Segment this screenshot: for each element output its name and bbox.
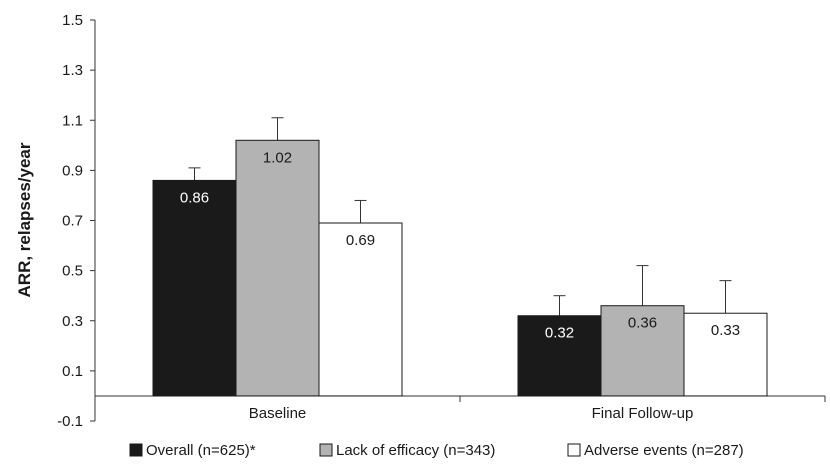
y-tick-label: -0.1 bbox=[57, 413, 83, 430]
data-label: 0.36 bbox=[628, 315, 657, 332]
y-tick-label: 0.1 bbox=[62, 363, 83, 380]
y-tick-label: 1.1 bbox=[62, 112, 83, 129]
x-axis: Baseline Final Follow-up bbox=[94, 395, 826, 422]
bar bbox=[600, 305, 685, 397]
legend-swatch bbox=[567, 443, 581, 457]
data-label: 1.02 bbox=[263, 149, 292, 166]
legend-label: Overall (n=625)* bbox=[146, 442, 256, 459]
legend-label: Lack of efficacy (n=343) bbox=[336, 442, 495, 459]
bar bbox=[683, 312, 768, 397]
legend-swatch bbox=[129, 443, 143, 457]
y-tick-label: 0.5 bbox=[62, 263, 83, 280]
category-label: Baseline bbox=[249, 405, 307, 422]
bar bbox=[517, 315, 602, 397]
category-label: Final Follow-up bbox=[592, 405, 694, 422]
data-label: 0.86 bbox=[180, 189, 209, 206]
y-tick-label: 0.9 bbox=[62, 162, 83, 179]
data-label: 0.33 bbox=[711, 322, 740, 339]
legend: Overall (n=625)* Lack of efficacy (n=343)… bbox=[129, 442, 744, 459]
bar bbox=[318, 222, 403, 397]
bar bbox=[235, 139, 320, 397]
bar bbox=[152, 179, 237, 397]
y-axis-label: ARR, relapses/year bbox=[15, 142, 34, 297]
legend-swatch bbox=[319, 443, 333, 457]
y-axis: -0.1 0.1 0.3 0.5 0.7 0.9 1.1 1.3 1.5 bbox=[57, 12, 96, 430]
bars: 0.86 1.02 0.69 0.32 0.36 0.33 bbox=[152, 117, 768, 397]
data-label: 0.69 bbox=[346, 232, 375, 249]
y-tick-label: 1.5 bbox=[62, 12, 83, 29]
data-label: 0.32 bbox=[545, 325, 574, 342]
y-tick-label: 0.7 bbox=[62, 213, 83, 230]
y-tick-label: 0.3 bbox=[62, 313, 83, 330]
y-tick-label: 1.3 bbox=[62, 62, 83, 79]
legend-label: Adverse events (n=287) bbox=[584, 442, 744, 459]
